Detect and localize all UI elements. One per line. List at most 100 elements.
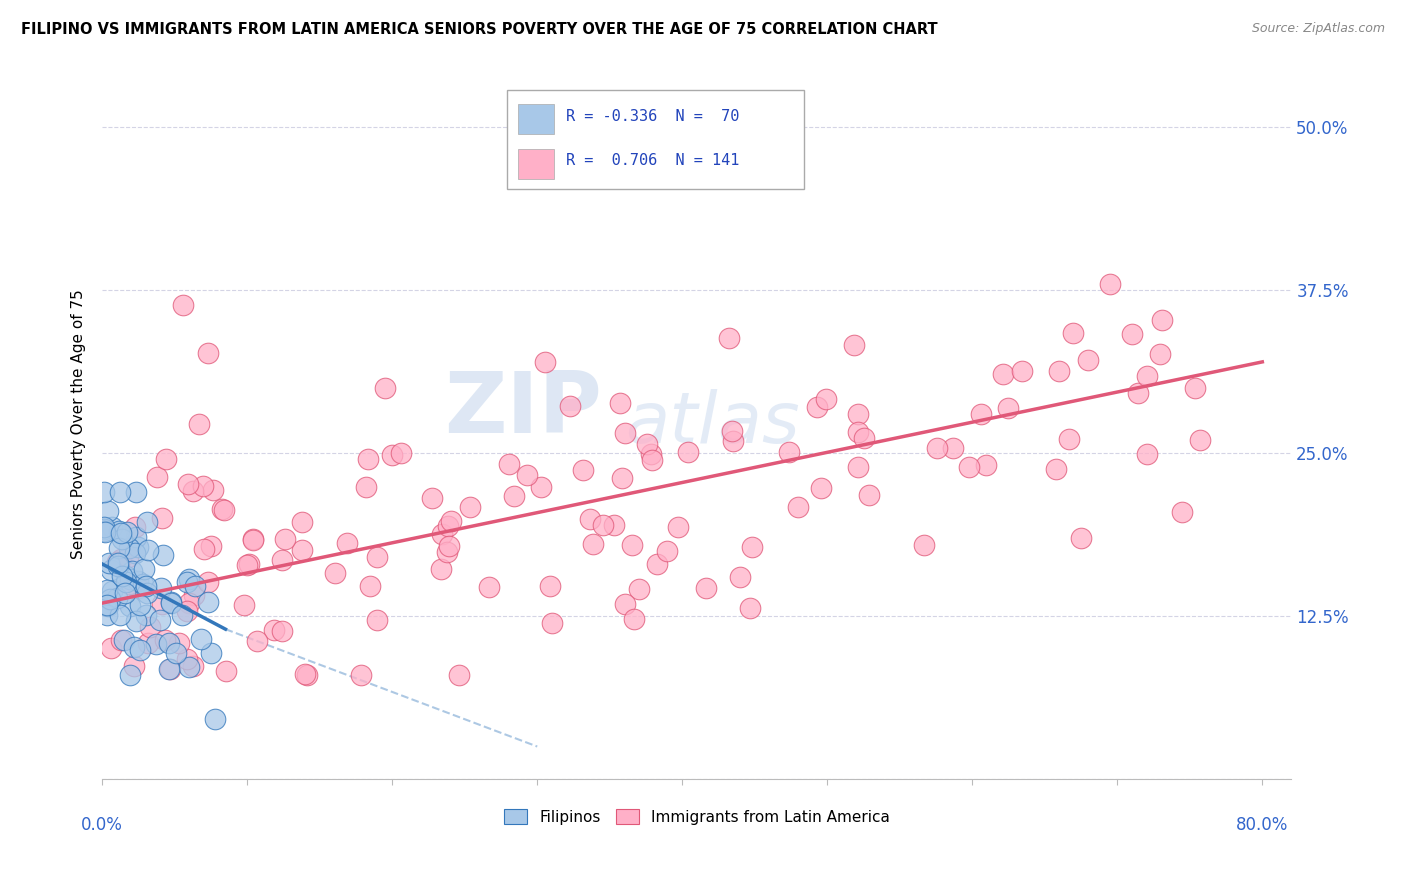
Point: [295, 668, 318, 682]
Point: [135, 607, 157, 622]
Point: [150, 511, 173, 525]
Point: [179, 659, 201, 673]
Point: [738, 600, 761, 615]
Point: [176, 605, 198, 619]
Point: [183, 588, 205, 602]
Point: [437, 519, 460, 533]
Point: [127, 581, 149, 595]
Point: [422, 491, 444, 505]
Point: [118, 572, 141, 586]
Point: [110, 632, 132, 647]
Point: [129, 598, 152, 612]
Point: [118, 541, 141, 556]
Point: [640, 446, 662, 460]
Point: [723, 434, 745, 448]
Point: [430, 562, 453, 576]
Point: [202, 483, 225, 497]
Point: [787, 500, 810, 514]
Point: [274, 533, 297, 547]
Point: [530, 480, 553, 494]
Point: [666, 520, 689, 534]
Point: [215, 664, 238, 678]
Point: [439, 540, 461, 554]
Point: [1184, 381, 1206, 395]
Point: [127, 541, 149, 555]
Point: [114, 586, 136, 600]
Point: [136, 542, 159, 557]
Point: [176, 652, 198, 666]
Point: [623, 611, 645, 625]
Point: [128, 642, 150, 657]
Point: [197, 574, 219, 589]
Point: [645, 557, 668, 571]
Point: [236, 558, 259, 573]
Point: [778, 445, 800, 459]
Point: [323, 566, 346, 581]
Point: [152, 548, 174, 562]
Text: R =  0.706  N = 141: R = 0.706 N = 141: [567, 153, 740, 169]
Point: [1171, 505, 1194, 519]
Point: [93, 524, 115, 538]
Point: [579, 512, 602, 526]
Point: [717, 331, 740, 345]
Point: [927, 441, 949, 455]
Text: 80.0%: 80.0%: [1236, 815, 1288, 834]
Point: [110, 526, 132, 541]
Point: [655, 543, 678, 558]
Point: [912, 538, 935, 552]
Point: [139, 620, 162, 634]
Point: [609, 396, 631, 410]
Point: [1149, 347, 1171, 361]
Point: [117, 576, 139, 591]
Text: R = -0.336  N =  70: R = -0.336 N = 70: [567, 110, 740, 124]
Point: [354, 480, 377, 494]
Point: [291, 515, 314, 529]
Point: [741, 540, 763, 554]
Point: [846, 460, 869, 475]
Point: [1062, 326, 1084, 341]
Point: [356, 451, 378, 466]
Point: [558, 399, 581, 413]
Point: [942, 442, 965, 456]
Point: [125, 530, 148, 544]
Point: [810, 481, 832, 495]
Point: [997, 401, 1019, 416]
Point: [153, 633, 176, 648]
Point: [107, 559, 129, 574]
Point: [172, 297, 194, 311]
Point: [124, 640, 146, 654]
Point: [366, 613, 388, 627]
Point: [111, 532, 134, 546]
Point: [172, 608, 194, 623]
Point: [842, 338, 865, 352]
Point: [124, 546, 146, 560]
Point: [439, 514, 461, 528]
Bar: [519, 149, 554, 178]
Point: [193, 542, 215, 557]
Point: [336, 535, 359, 549]
Point: [157, 662, 180, 676]
Point: [1047, 364, 1070, 378]
Point: [105, 555, 128, 569]
Point: [211, 502, 233, 516]
Point: [200, 646, 222, 660]
Point: [190, 632, 212, 647]
Point: [447, 668, 470, 682]
Point: [100, 563, 122, 577]
Point: [145, 637, 167, 651]
Point: [197, 595, 219, 609]
FancyBboxPatch shape: [506, 90, 804, 189]
Point: [93, 522, 115, 536]
Point: [97, 556, 120, 570]
Point: [110, 551, 132, 566]
Text: atlas: atlas: [626, 389, 800, 458]
Point: [191, 479, 214, 493]
Point: [107, 541, 129, 556]
Point: [176, 574, 198, 589]
Point: [117, 550, 139, 565]
Point: [1045, 462, 1067, 476]
Point: [97, 599, 120, 613]
Point: [366, 549, 388, 564]
Point: [157, 635, 180, 649]
Point: [181, 483, 204, 498]
